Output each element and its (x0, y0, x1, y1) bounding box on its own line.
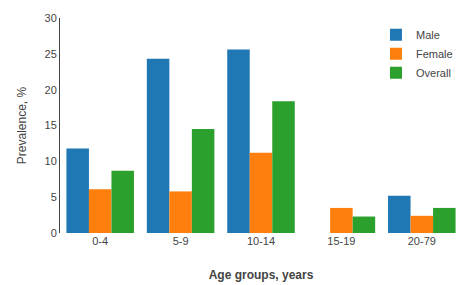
svg-text:25: 25 (45, 48, 57, 60)
svg-text:Prevalence, %: Prevalence, % (15, 86, 29, 164)
svg-text:20: 20 (45, 84, 57, 96)
svg-text:Overall: Overall (416, 67, 451, 79)
svg-text:0: 0 (51, 227, 57, 239)
svg-text:5-9: 5-9 (173, 235, 189, 247)
svg-text:15: 15 (45, 119, 57, 131)
svg-text:5: 5 (51, 191, 57, 203)
svg-text:Male: Male (416, 29, 440, 41)
svg-text:0-4: 0-4 (92, 235, 108, 247)
svg-text:10-14: 10-14 (247, 235, 275, 247)
svg-text:20-79: 20-79 (408, 235, 436, 247)
svg-text:10: 10 (45, 155, 57, 167)
svg-text:Age groups, years: Age groups, years (209, 268, 314, 282)
svg-text:30: 30 (45, 12, 57, 24)
svg-text:15-19: 15-19 (327, 235, 355, 247)
svg-text:Female: Female (416, 48, 453, 60)
